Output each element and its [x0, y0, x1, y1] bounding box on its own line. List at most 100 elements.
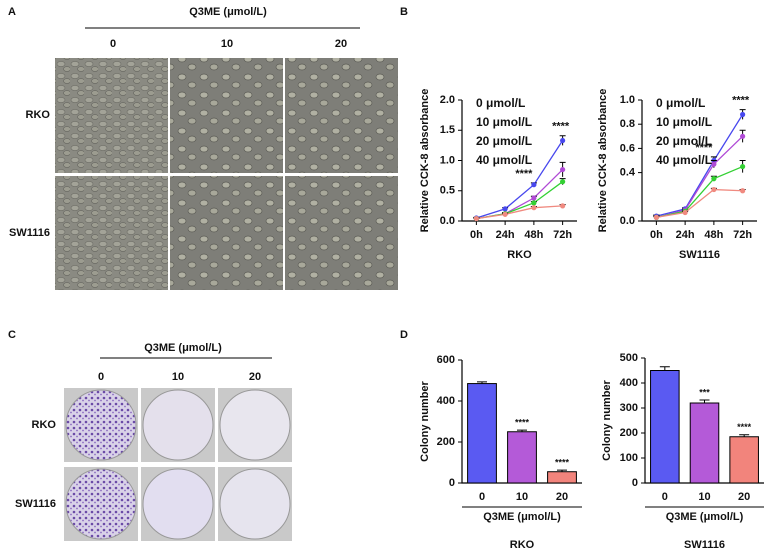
legend-label: 0 μmol/L — [476, 96, 525, 110]
point — [711, 161, 717, 167]
panel-label: C — [8, 329, 16, 341]
x-tick-label: 10 — [516, 491, 528, 503]
y-tick-label: 300 — [620, 402, 638, 414]
y-axis-label: Relative CCK-8 absorbance — [597, 89, 609, 233]
panel-header: Q3ME (μmol/L) — [144, 342, 222, 354]
point — [740, 111, 746, 118]
y-tick-label: 0.4 — [620, 167, 636, 179]
y-axis-label: Relative CCK-8 absorbance — [419, 89, 431, 233]
error-bar — [659, 366, 670, 371]
y-tick-label: 200 — [620, 427, 638, 439]
y-tick-label: 500 — [620, 352, 638, 364]
point — [531, 200, 537, 206]
y-tick-label: 200 — [437, 436, 455, 448]
image-panels — [55, 27, 398, 541]
significance: **** — [695, 142, 713, 154]
x-tick-label: 20 — [738, 491, 750, 503]
caption: SW1116 — [684, 539, 725, 551]
micrograph — [55, 58, 168, 173]
bar — [689, 402, 720, 484]
point — [560, 179, 566, 185]
x-tick-label: 24h — [676, 229, 695, 241]
point — [560, 203, 566, 209]
x-tick-label: 48h — [524, 229, 543, 241]
y-axis-label: Colony number — [601, 379, 613, 460]
caption: RKO — [510, 539, 535, 551]
significance: **** — [737, 422, 752, 432]
legend-label: 10 μmol/L — [476, 115, 532, 129]
x-tick-label: 0h — [470, 229, 483, 241]
y-tick-label: 0.5 — [440, 185, 455, 197]
line — [476, 205, 563, 220]
bar — [650, 370, 680, 484]
x-tick-label: 72h — [553, 229, 572, 241]
legend-label: 20 μmol/L — [656, 134, 712, 148]
x-axis-label: SW1116 — [679, 249, 720, 261]
legend-label: 0 μmol/L — [656, 96, 705, 110]
line — [656, 188, 743, 219]
row-label: RKO — [32, 419, 57, 431]
y-tick-label: 1.0 — [620, 94, 635, 106]
line — [476, 181, 564, 220]
point — [502, 211, 508, 217]
line — [476, 140, 564, 219]
legend-label: 20 μmol/L — [476, 134, 532, 148]
x-tick-label: 72h — [733, 229, 752, 241]
x-tick-label: 48h — [704, 229, 723, 241]
y-axis-label: Colony number — [419, 380, 431, 461]
bar — [729, 436, 759, 484]
y-tick-label: 2.0 — [440, 94, 455, 106]
point — [560, 137, 566, 144]
error-bar — [517, 429, 527, 432]
y-tick-label: 100 — [620, 452, 638, 464]
point — [531, 205, 537, 211]
legend-label: 40 μmol/L — [476, 153, 532, 167]
y-tick-label: 400 — [620, 377, 638, 389]
row-label: RKO — [26, 109, 51, 121]
panel-label: D — [400, 329, 408, 341]
x-tick-label: 20 — [556, 491, 568, 503]
x-tick-label: 10 — [698, 491, 710, 503]
bar — [467, 383, 497, 484]
micrograph — [285, 58, 398, 173]
dishes — [64, 388, 292, 541]
x-tick-label: 0 — [479, 491, 485, 503]
point — [740, 133, 746, 139]
x-tick-label: 0h — [650, 229, 663, 241]
y-tick-label: 400 — [437, 395, 455, 407]
point — [531, 182, 537, 188]
column-label: 0 — [98, 371, 104, 383]
column-label: 20 — [335, 38, 347, 50]
column-label: 10 — [221, 38, 233, 50]
point — [682, 209, 688, 216]
significance: **** — [515, 417, 530, 427]
row-label: SW1116 — [9, 227, 50, 239]
column-label: 20 — [249, 371, 261, 383]
x-axis-label: RKO — [507, 249, 532, 261]
error-bar — [739, 434, 750, 437]
x-tick-label: 24h — [496, 229, 515, 241]
legend-label: 40 μmol/L — [656, 153, 712, 167]
panel-label: B — [400, 6, 408, 18]
line — [656, 165, 743, 219]
y-tick-label: 0 — [449, 477, 455, 489]
point — [560, 166, 566, 173]
x-tick-label: 0 — [662, 491, 668, 503]
bar — [507, 431, 537, 484]
significance: **** — [732, 95, 750, 107]
point — [473, 215, 479, 222]
y-tick-label: 600 — [437, 354, 455, 366]
significance: **** — [552, 121, 570, 133]
y-tick-label: 0.8 — [620, 118, 635, 130]
point — [711, 176, 717, 182]
legend-label: 10 μmol/L — [656, 115, 712, 129]
line — [656, 114, 744, 217]
significance: **** — [515, 168, 533, 180]
point — [740, 188, 746, 194]
error-bar — [557, 469, 567, 472]
panel-label: A — [8, 6, 16, 18]
micrograph — [170, 58, 283, 173]
y-tick-label: 1.5 — [440, 124, 455, 136]
point — [502, 206, 508, 212]
